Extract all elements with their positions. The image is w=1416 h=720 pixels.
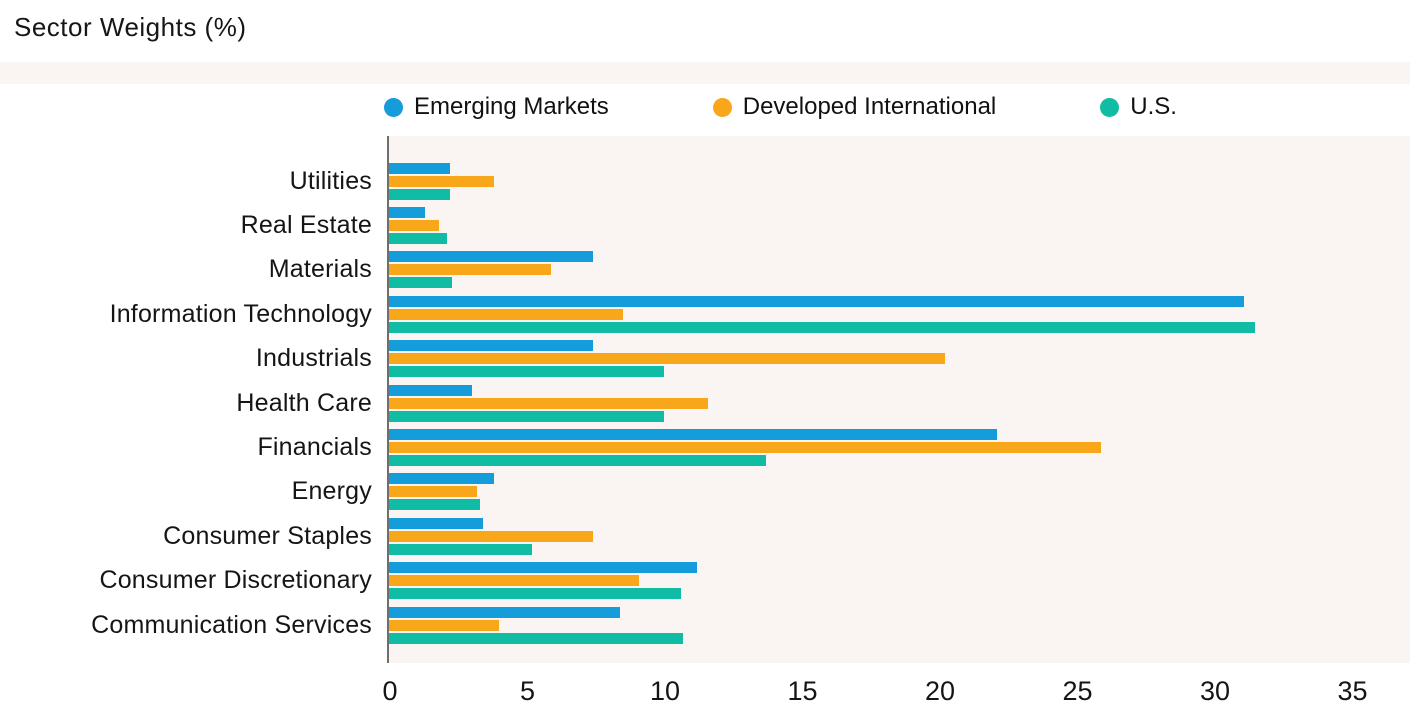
chart-title: Sector Weights (%) [14, 12, 247, 42]
bar-developed-international [389, 486, 477, 498]
bar-developed-international [389, 219, 439, 231]
bar-emerging-markets [389, 251, 593, 263]
legend-item-emerging-markets: Emerging Markets [384, 93, 609, 121]
bar-u-s [389, 188, 450, 200]
bar-u-s [389, 632, 684, 644]
bar-u-s [389, 499, 480, 511]
category-label: Utilities [289, 166, 372, 195]
bar-emerging-markets [389, 562, 697, 574]
x-tick-label: 35 [1337, 676, 1368, 706]
category-label: Health Care [236, 388, 372, 417]
bar-emerging-markets [389, 473, 494, 485]
bar-u-s [389, 232, 447, 244]
bar-u-s [389, 454, 766, 466]
legend-item-u-s: U.S. [1100, 93, 1177, 121]
bar-developed-international [389, 308, 623, 320]
chart-legend: Emerging Markets Developed International U… [384, 90, 1177, 124]
bar-developed-international [389, 264, 552, 276]
bar-u-s [389, 277, 453, 289]
bar-u-s [389, 321, 1256, 333]
legend-label: Developed International [742, 93, 997, 120]
bar-developed-international [389, 619, 499, 631]
category-label: Consumer Discretionary [99, 566, 372, 595]
x-tick-label: 30 [1199, 676, 1231, 706]
bar-emerging-markets [389, 428, 997, 440]
bar-emerging-markets [389, 340, 593, 352]
bar-emerging-markets [389, 517, 483, 529]
legend-color-dot-icon [1100, 97, 1120, 117]
bar-developed-international [389, 353, 945, 365]
legend-label: U.S. [1130, 93, 1177, 120]
x-tick-label: 0 [382, 676, 398, 706]
category-label: Energy [291, 477, 372, 506]
category-label: Materials [268, 255, 372, 284]
bar-developed-international [389, 397, 708, 409]
bar-developed-international [389, 175, 494, 187]
bar-emerging-markets [389, 206, 425, 218]
legend-label: Emerging Markets [414, 93, 609, 120]
x-tick-label: 25 [1062, 676, 1093, 706]
bar-developed-international [389, 575, 640, 587]
x-tick-label: 10 [649, 676, 681, 706]
bar-emerging-markets [389, 606, 620, 618]
bar-emerging-markets [389, 384, 472, 396]
legend-color-dot-icon [712, 97, 732, 117]
category-label: Consumer Staples [163, 521, 372, 550]
legend-color-dot-icon [384, 97, 403, 117]
x-tick-label: 20 [924, 676, 956, 706]
bar-u-s [389, 588, 681, 600]
category-label: Communication Services [91, 610, 372, 639]
category-label: Information Technology [109, 299, 372, 328]
category-label: Real Estate [240, 210, 372, 239]
bar-u-s [389, 410, 664, 422]
bar-emerging-markets [389, 295, 1245, 307]
category-axis: Utilities Real Estate Materials Information… [0, 136, 372, 663]
x-tick-label: 15 [787, 676, 818, 706]
plot-area [387, 136, 1410, 663]
legend-item-developed-international: Developed International [712, 93, 997, 121]
x-axis-ticks: 0 5 10 15 20 25 30 35 [0, 676, 1416, 716]
category-label: Financials [257, 432, 372, 461]
category-label: Industrials [255, 344, 372, 373]
bar-developed-international [389, 441, 1102, 453]
bar-developed-international [389, 530, 593, 542]
bar-u-s [389, 366, 664, 378]
background-band [0, 62, 1410, 84]
x-tick-label: 5 [519, 676, 536, 706]
bar-u-s [389, 543, 532, 555]
bar-emerging-markets [389, 162, 450, 174]
